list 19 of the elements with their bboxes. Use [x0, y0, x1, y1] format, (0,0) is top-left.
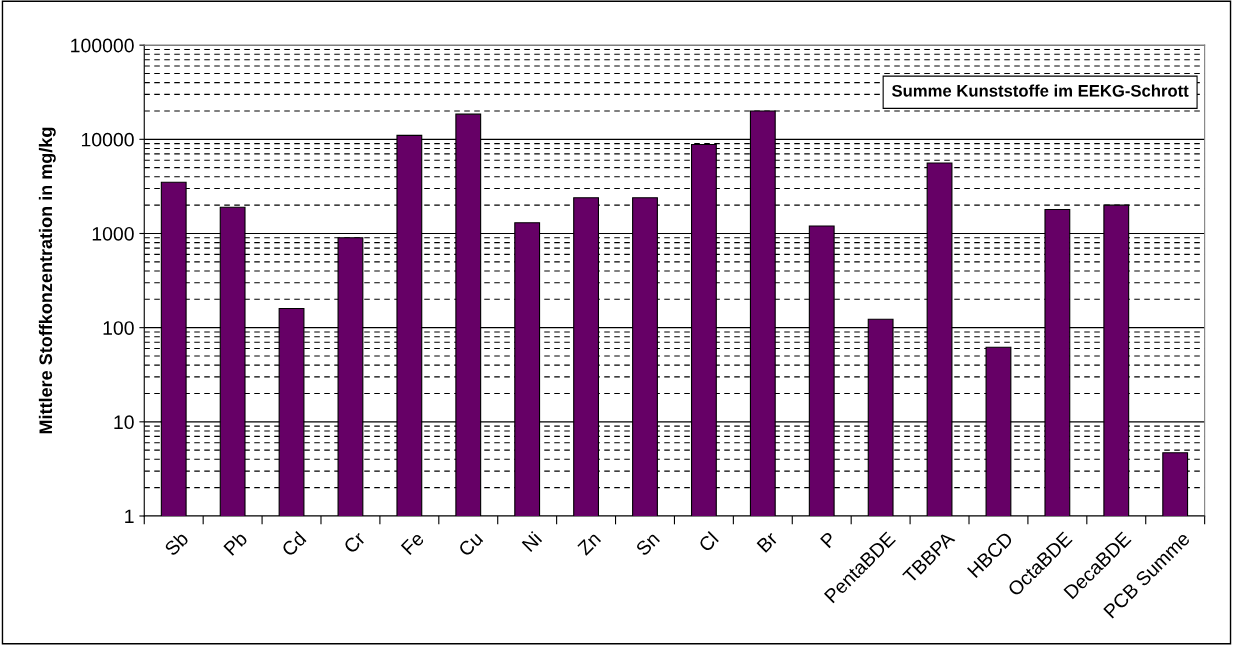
x-tick-label: Cl: [697, 531, 719, 553]
y-tick-label: 1000: [92, 226, 134, 241]
x-tick-label: Cr: [342, 530, 367, 555]
y-tick-label: 10000: [81, 132, 134, 147]
x-tick-label: Ni: [521, 531, 543, 552]
x-tick-label: Sn: [635, 531, 661, 557]
x-tick-label: Zn: [576, 531, 602, 556]
x-tick-label: Cu: [457, 531, 484, 558]
y-tick-label: 10: [114, 415, 134, 430]
y-tick-label: 100000: [71, 38, 134, 53]
annotation: Summe Kunststoffe im EEKG-Schrott: [891, 84, 1189, 97]
x-tick-label: Br: [756, 530, 779, 553]
y-axis-title: Mittlere Stoffkonzentration in mg/kg: [38, 127, 56, 434]
x-tick-label: Cd: [280, 531, 307, 558]
x-tick-label: Pb: [222, 530, 249, 556]
y-tick-label: 1: [125, 509, 134, 524]
x-tick-label: Sb: [163, 530, 190, 557]
y-tick-label: 100: [103, 321, 134, 335]
x-tick-label: Fe: [400, 531, 425, 556]
